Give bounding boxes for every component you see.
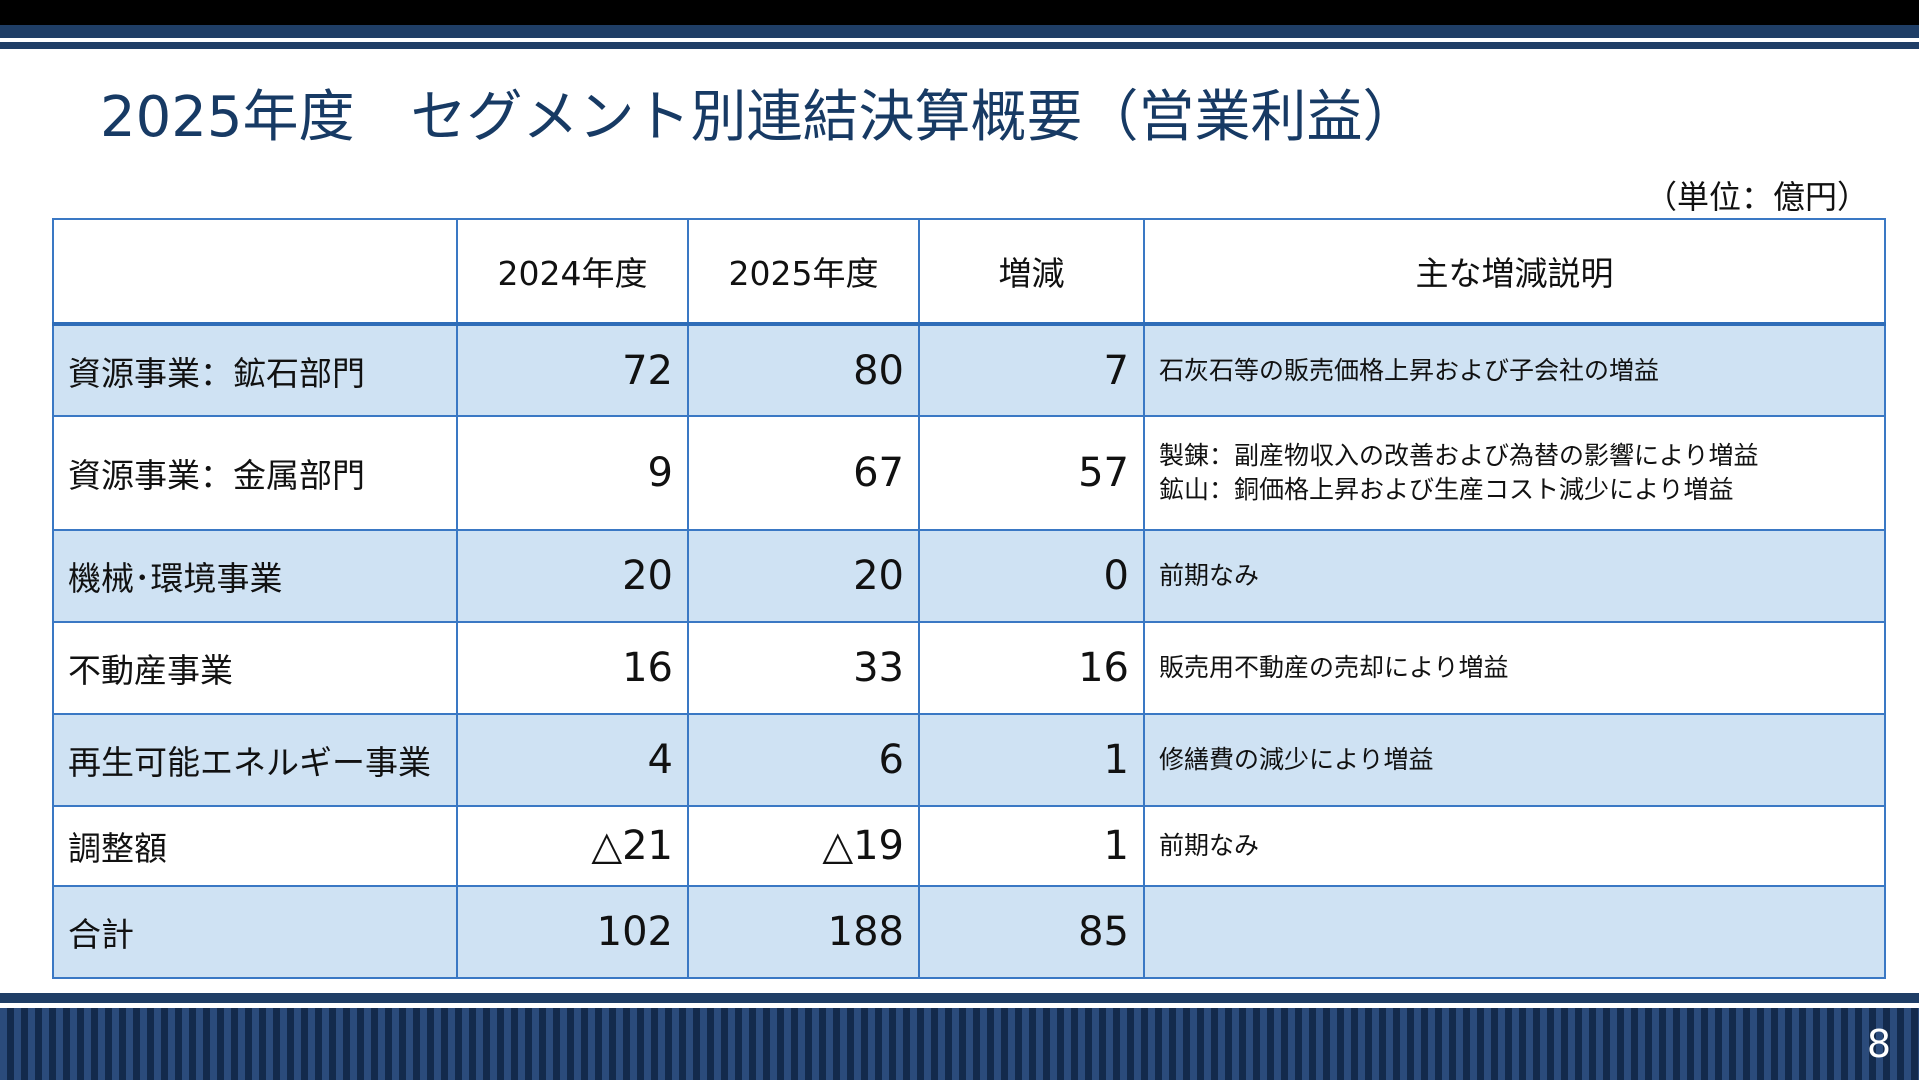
segment-name: 不動産事業 bbox=[52, 621, 458, 715]
explanation-line: 製錬：副産物収入の改善および為替の影響により増益 bbox=[1159, 441, 1759, 470]
change-value: 16 bbox=[918, 621, 1145, 715]
change-value: 7 bbox=[918, 323, 1145, 417]
change-value: 85 bbox=[918, 885, 1145, 979]
change-explanation: 修繕費の減少により増益 bbox=[1143, 713, 1886, 807]
fy2025-value: 80 bbox=[687, 323, 920, 417]
segment-name: 合計 bbox=[52, 885, 458, 979]
table-row: 再生可能エネルギー事業 4 6 1 修繕費の減少により増益 bbox=[52, 713, 1886, 807]
change-value: 0 bbox=[918, 529, 1145, 623]
top-navy-thin-rule bbox=[0, 42, 1919, 49]
fy2025-value: 188 bbox=[687, 885, 920, 979]
fy2025-value: 6 bbox=[687, 713, 920, 807]
change-explanation: 前期なみ bbox=[1143, 529, 1886, 623]
change-explanation: 製錬：副産物収入の改善および為替の影響により増益 鉱山：銅価格上昇および生産コス… bbox=[1143, 415, 1886, 531]
top-black-bar bbox=[0, 0, 1919, 25]
change-explanation: 石灰石等の販売価格上昇および子会社の増益 bbox=[1143, 323, 1886, 417]
segment-name: 機械･環境事業 bbox=[52, 529, 458, 623]
fy2024-value: 102 bbox=[456, 885, 689, 979]
page-title: 2025年度 セグメント別連結決算概要（営業利益） bbox=[100, 85, 1419, 150]
fy2024-value: 20 bbox=[456, 529, 689, 623]
change-explanation bbox=[1143, 885, 1886, 979]
header-cell-fy2025: 2025年度 bbox=[687, 218, 920, 326]
fy2025-value: 20 bbox=[687, 529, 920, 623]
segment-name: 資源事業：鉱石部門 bbox=[52, 323, 458, 417]
fy2025-value: 33 bbox=[687, 621, 920, 715]
table-row: 資源事業：鉱石部門 72 80 7 石灰石等の販売価格上昇および子会社の増益 bbox=[52, 323, 1886, 417]
explanation-line: 前期なみ bbox=[1159, 831, 1260, 860]
fy2024-value: 9 bbox=[456, 415, 689, 531]
fy2025-value: △19 bbox=[687, 805, 920, 887]
table-row: 機械･環境事業 20 20 0 前期なみ bbox=[52, 529, 1886, 623]
fy2025-value: 67 bbox=[687, 415, 920, 531]
header-cell-change: 増減 bbox=[918, 218, 1145, 326]
header-cell-segment bbox=[52, 218, 458, 326]
table-header-row: 2024年度 2025年度 増減 主な増減説明 bbox=[52, 218, 1886, 326]
segment-name: 調整額 bbox=[52, 805, 458, 887]
fy2024-value: 16 bbox=[456, 621, 689, 715]
change-value: 1 bbox=[918, 805, 1145, 887]
segment-table: 2024年度 2025年度 増減 主な増減説明 資源事業：鉱石部門 72 80 … bbox=[52, 218, 1886, 979]
bottom-striped-band bbox=[0, 1008, 1919, 1080]
fy2024-value: △21 bbox=[456, 805, 689, 887]
top-navy-rule bbox=[0, 25, 1919, 38]
header-cell-fy2024: 2024年度 bbox=[456, 218, 689, 326]
change-value: 1 bbox=[918, 713, 1145, 807]
bottom-navy-rule bbox=[0, 993, 1919, 1003]
change-explanation: 販売用不動産の売却により増益 bbox=[1143, 621, 1886, 715]
fy2024-value: 72 bbox=[456, 323, 689, 417]
header-cell-notes: 主な増減説明 bbox=[1143, 218, 1886, 326]
explanation-line: 鉱山：銅価格上昇および生産コスト減少により増益 bbox=[1159, 475, 1734, 504]
explanation-line: 石灰石等の販売価格上昇および子会社の増益 bbox=[1159, 355, 1660, 385]
table-row: 調整額 △21 △19 1 前期なみ bbox=[52, 805, 1886, 887]
explanation-line: 前期なみ bbox=[1159, 561, 1260, 590]
table-row: 資源事業：金属部門 9 67 57 製錬：副産物収入の改善および為替の影響により… bbox=[52, 415, 1886, 531]
unit-note: （単位：億円） bbox=[1644, 178, 1869, 216]
table-row-total: 合計 102 188 85 bbox=[52, 885, 1886, 979]
explanation-line: 修繕費の減少により増益 bbox=[1159, 745, 1434, 774]
change-explanation: 前期なみ bbox=[1143, 805, 1886, 887]
segment-name: 資源事業：金属部門 bbox=[52, 415, 458, 531]
segment-name: 再生可能エネルギー事業 bbox=[52, 713, 458, 807]
change-value: 57 bbox=[918, 415, 1145, 531]
page-number: 8 bbox=[1866, 1022, 1891, 1066]
table-row: 不動産事業 16 33 16 販売用不動産の売却により増益 bbox=[52, 621, 1886, 715]
fy2024-value: 4 bbox=[456, 713, 689, 807]
explanation-line: 販売用不動産の売却により増益 bbox=[1159, 653, 1509, 682]
